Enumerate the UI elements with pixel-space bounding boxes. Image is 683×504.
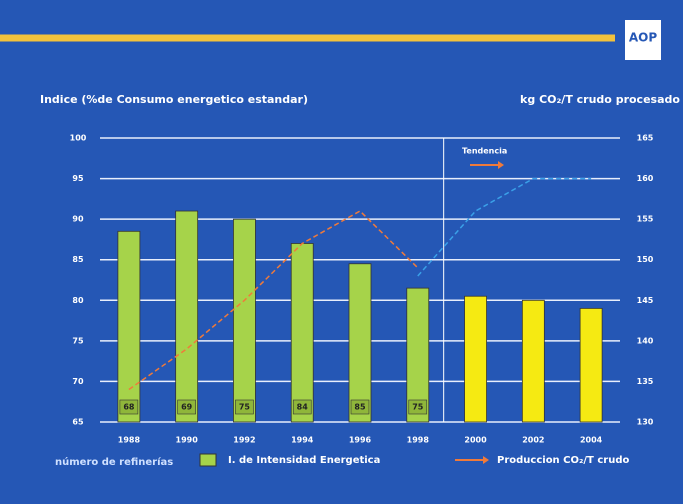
bar	[290, 243, 314, 423]
legend-arrow	[498, 161, 504, 169]
x-tick-label: 1988	[118, 436, 141, 445]
y-tick-label: 70	[72, 377, 84, 386]
refinery-count: 85	[354, 403, 366, 412]
x-tick-label: 1996	[349, 436, 372, 445]
refineries-label: número de refinerías	[55, 456, 173, 468]
y-tick-label: 80	[72, 296, 84, 305]
refinery-count: 75	[239, 403, 251, 412]
y2-tick-label: 160	[637, 174, 654, 183]
y-tick-label: 85	[72, 255, 84, 264]
y2-tick-label: 165	[637, 134, 654, 143]
legend-label: Tendencia	[462, 147, 507, 156]
x-tick-label: 1992	[233, 436, 255, 445]
y-tick-label: 100	[70, 134, 87, 143]
bar	[464, 295, 487, 423]
x-tick-label: 2002	[522, 436, 544, 445]
line	[417, 177, 592, 277]
y-tick-label: 90	[72, 215, 84, 224]
bar	[406, 287, 430, 423]
bar	[521, 299, 545, 423]
x-tick-label: 1994	[291, 436, 314, 445]
logo-box	[625, 20, 661, 60]
y-tick-label: 95	[72, 174, 84, 183]
x-tick-label: 1990	[176, 436, 199, 445]
refinery-count: 84	[297, 403, 309, 412]
y-tick-label: 75	[72, 336, 84, 345]
refinery-box	[292, 399, 312, 415]
refinery-count: 69	[181, 403, 193, 412]
x-tick-label: 2004	[580, 436, 603, 445]
x-tick-label: 1998	[407, 436, 430, 445]
bar	[233, 218, 256, 423]
y2-axis-title: kg CO₂/T crudo procesado	[520, 93, 680, 106]
y2-tick-label: 135	[637, 377, 654, 386]
refinery-box	[408, 399, 428, 415]
refinery-box	[177, 399, 196, 415]
logo: AOP	[629, 31, 657, 45]
bar	[117, 230, 141, 423]
refinery-box	[235, 399, 254, 415]
y2-tick-label: 130	[637, 418, 654, 427]
refinery-count: 75	[412, 403, 424, 412]
bar	[579, 307, 603, 423]
refinery-count: 68	[123, 403, 135, 412]
y2-tick-label: 145	[637, 296, 654, 305]
legend-label: Produccion CO₂/T crudo	[497, 455, 629, 466]
refinery-box	[119, 399, 139, 415]
y2-tick-label: 150	[637, 255, 654, 264]
line	[128, 210, 419, 391]
y-tick-label: 65	[72, 418, 84, 427]
refinery-box	[350, 399, 370, 415]
y2-tick-label: 155	[637, 215, 654, 224]
x-tick-label: 2000	[464, 436, 487, 445]
bar	[175, 210, 199, 423]
bar	[348, 263, 372, 423]
legend-label: I. de Intensidad Energetica	[228, 455, 380, 466]
y-axis-title: Indice (%de Consumo energetico estandar)	[40, 93, 308, 106]
legend-swatch	[199, 453, 217, 467]
legend-arrow	[483, 456, 489, 464]
y2-tick-label: 140	[637, 336, 654, 345]
